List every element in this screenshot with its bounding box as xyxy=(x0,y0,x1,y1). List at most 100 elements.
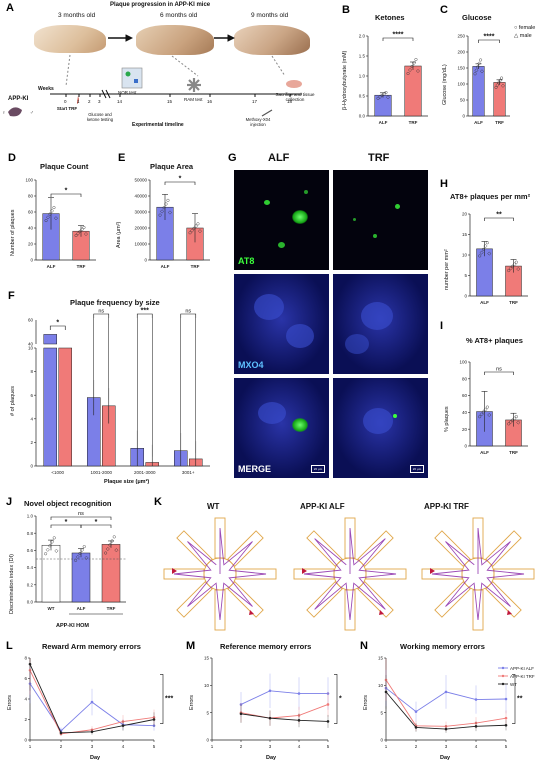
data-point xyxy=(483,407,488,412)
maze-arm xyxy=(493,568,535,580)
maze-arm xyxy=(421,568,463,580)
y-tick-label: 150 xyxy=(457,66,465,71)
maze-arm xyxy=(344,589,356,631)
bar-alf xyxy=(472,66,485,117)
data-point xyxy=(239,712,243,716)
y-tick-label: 60 xyxy=(462,393,468,398)
y-tick-label: 0.6 xyxy=(27,548,34,553)
data-point xyxy=(414,58,418,62)
data-point xyxy=(478,415,482,419)
x-tick-label: 4 xyxy=(298,744,301,749)
brain-slice-3mo xyxy=(34,25,106,53)
bar-trf xyxy=(493,82,506,117)
significance-label: *** xyxy=(141,308,149,315)
bar-trf xyxy=(404,65,422,117)
data-point xyxy=(482,247,486,251)
week-1: 1 xyxy=(77,99,80,104)
panel-e-title: Plaque Area xyxy=(150,162,194,171)
x-tick-label: ALF xyxy=(480,450,489,455)
data-point xyxy=(495,83,500,88)
y-tick-label: 2 xyxy=(30,440,33,445)
micrograph-trf-at8 xyxy=(333,170,428,270)
chart-m-xlabel: Day xyxy=(266,755,277,761)
y-tick-label: 2 xyxy=(24,717,27,722)
data-point xyxy=(297,692,301,695)
data-point xyxy=(190,228,195,233)
chart-l-ylabel: Errors xyxy=(7,695,13,710)
week-2: 2 xyxy=(88,99,91,104)
mouse-path xyxy=(431,527,525,621)
y-tick-label: 50000 xyxy=(134,178,147,183)
legend-label: APP-KI ALF xyxy=(510,666,534,671)
x-tick-label: <1000 xyxy=(51,470,64,475)
start-trf-label: Start TRF xyxy=(56,106,78,111)
data-point xyxy=(52,536,56,540)
data-point xyxy=(121,724,125,727)
panel-a-letter: A xyxy=(6,2,14,14)
week-0: 0 xyxy=(64,99,67,104)
data-point xyxy=(474,725,478,728)
x-tick-label: 4 xyxy=(122,744,125,749)
panel-i-letter: I xyxy=(440,320,444,332)
panel-m-title: Reference memory errors xyxy=(220,642,312,651)
nor-label: NOR test xyxy=(118,90,137,95)
significance-label: ns xyxy=(185,309,191,315)
chart-m-ylabel: Errors xyxy=(189,695,195,710)
panel-k-letter: K xyxy=(154,496,162,508)
chart-working-errors: 0 5 10 15 1 2 3 4 5 ** APP-KI ALF APP-KI TRF WT Erro… xyxy=(363,656,535,761)
sig-bracket-wt-trf xyxy=(50,516,112,520)
panel-a-title: Plaque progression in APP-KI mice xyxy=(110,2,211,8)
maze-title-alf: APP-KI ALF xyxy=(300,502,345,511)
maze-arm xyxy=(365,568,407,580)
chart-nor: 0.0 0.2 0.4 0.6 0.8 1.0 WT ALF TRF ns * * Discrimin… xyxy=(9,511,126,629)
panel-h-title: AT8+ plaques per mm² xyxy=(450,192,531,201)
maze-arm xyxy=(434,581,471,618)
timeline-label: Experimental timeline xyxy=(132,122,184,128)
chart-plaque-frequency: 40 60 0 2 4 6 8 10 <1000 * 1001-2000 ns 2001-3000 ***… xyxy=(10,308,210,485)
end-marker xyxy=(249,610,254,615)
mouse-path xyxy=(303,527,397,621)
weeks-label: Weeks xyxy=(38,86,54,92)
significance-bracket xyxy=(478,39,500,43)
maze-arm xyxy=(214,589,226,631)
data-point xyxy=(162,206,166,210)
chart-plaque-area: 0 10000 20000 30000 40000 50000 ALF TRF * Area (… xyxy=(116,176,210,269)
x-tick-label: ALF xyxy=(161,264,170,269)
data-point xyxy=(500,83,505,88)
y-tick-label: 0.4 xyxy=(27,565,34,570)
significance-bracket xyxy=(50,193,82,197)
legend-male: △ male xyxy=(514,33,532,39)
data-point xyxy=(444,690,448,694)
x-tick-label: TRF xyxy=(107,606,116,611)
panel-g-letter: G xyxy=(228,152,237,164)
data-point xyxy=(406,72,410,76)
data-point xyxy=(412,61,416,65)
legend-marker xyxy=(501,666,505,670)
significance-label: ns xyxy=(98,309,104,315)
significance-label: * xyxy=(179,176,182,183)
data-point xyxy=(478,254,482,258)
bar-alf xyxy=(71,552,91,603)
start-marker xyxy=(302,568,307,574)
y-tick-label: 80 xyxy=(462,376,468,381)
y-tick-label: 5 xyxy=(206,710,209,715)
significance-bracket xyxy=(180,313,197,318)
chart-c-ylabel: Glucose (mg/dL) xyxy=(442,64,448,105)
data-point xyxy=(512,262,517,267)
maze-arm xyxy=(176,530,213,567)
data-point xyxy=(408,68,413,72)
x-tick-label: 2 xyxy=(240,744,243,749)
maze-arm xyxy=(357,530,394,567)
legend-marker xyxy=(501,682,505,686)
y-tick-label: 100 xyxy=(25,178,33,183)
y-tick-label: 0.2 xyxy=(27,582,34,587)
y-tick-label: 40000 xyxy=(134,194,147,199)
week-17: 17 xyxy=(252,99,258,104)
maze-arm xyxy=(485,530,522,567)
y-tick-label: 100 xyxy=(457,82,465,87)
y-tick-label: 250 xyxy=(457,34,465,39)
data-point xyxy=(164,202,168,207)
data-point xyxy=(326,703,330,706)
x-tick-label: 5 xyxy=(327,744,330,749)
data-point xyxy=(414,726,418,729)
